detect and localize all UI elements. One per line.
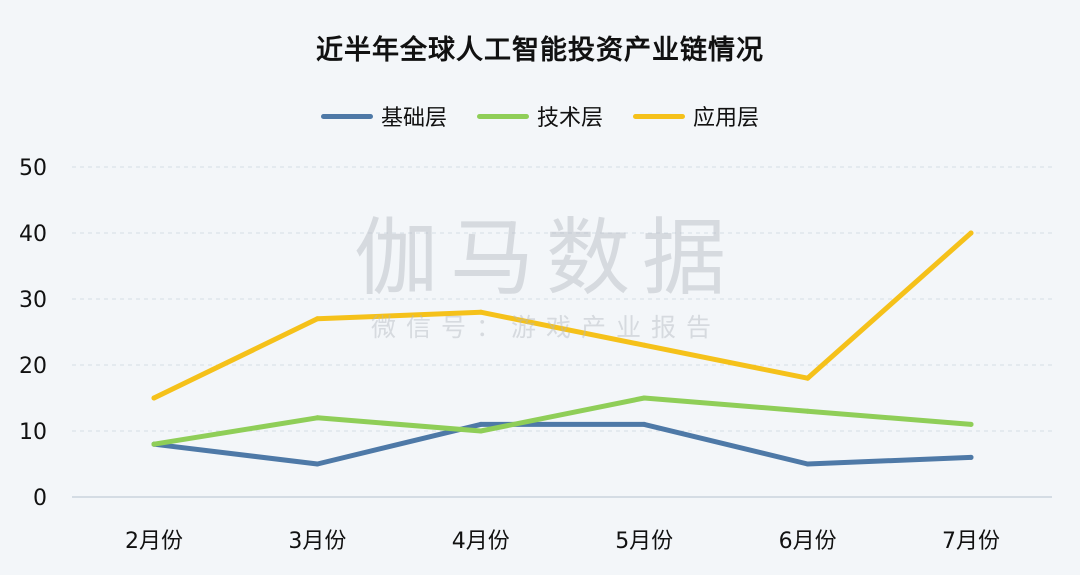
legend-item-jishuceng: 技术层 [476, 100, 603, 132]
data-point-s3-1 [151, 395, 157, 401]
series-lines [151, 230, 974, 467]
data-point-s2-5 [805, 408, 811, 414]
data-point-s2-3 [478, 428, 484, 434]
x-tick-label-2: 3月份 [288, 529, 346, 554]
data-point-s2-4 [641, 395, 647, 401]
legend: 基础层 技术层 应用层 [0, 100, 1080, 132]
data-point-s1-5 [805, 461, 811, 467]
y-tick-label-50: 50 [19, 156, 47, 181]
x-axis-tick-labels: 2月份 3月份 4月份 5月份 6月份 7月份 [125, 529, 1000, 554]
legend-swatch-jishuceng [476, 113, 529, 119]
data-point-s2-1 [151, 441, 157, 447]
data-point-s1-2 [314, 461, 320, 467]
grid-lines [72, 166, 1052, 498]
data-point-s1-6 [968, 454, 974, 460]
data-point-s1-4 [641, 421, 647, 427]
data-point-s2-6 [968, 421, 974, 427]
y-tick-label-30: 30 [19, 288, 47, 313]
series-line-1 [151, 421, 974, 467]
series-line-3 [151, 230, 974, 401]
y-axis-tick-labels: 0 10 20 30 40 50 [19, 156, 47, 511]
x-tick-label-3: 4月份 [452, 529, 510, 554]
data-point-s3-2 [314, 316, 320, 322]
x-tick-label-1: 2月份 [125, 529, 183, 554]
series-line-2 [151, 395, 974, 447]
x-tick-label-5: 6月份 [779, 529, 837, 554]
data-point-s3-6 [968, 230, 974, 236]
x-tick-label-6: 7月份 [942, 529, 1000, 554]
y-tick-label-40: 40 [19, 222, 47, 247]
data-point-s1-3 [478, 421, 484, 427]
legend-label-jishuceng: 技术层 [536, 106, 603, 131]
y-tick-label-10: 10 [19, 420, 47, 445]
chart-title: 近半年全球人工智能投资产业链情况 [316, 35, 764, 66]
x-tick-label-4: 5月份 [615, 529, 673, 554]
legend-item-yingyongceng: 应用层 [633, 100, 759, 132]
legend-swatch-yingyongceng [633, 113, 685, 119]
data-point-s2-2 [314, 415, 320, 421]
legend-label-jichuceng: 基础层 [380, 106, 447, 131]
data-point-s3-4 [641, 342, 647, 348]
legend-swatch-jichuceng [320, 113, 373, 119]
legend-item-jichuceng: 基础层 [320, 100, 447, 132]
legend-label-yingyongceng: 应用层 [693, 106, 760, 131]
y-tick-label-0: 0 [33, 486, 47, 511]
data-point-s3-5 [805, 375, 811, 381]
y-tick-label-20: 20 [19, 354, 47, 379]
data-point-s3-3 [478, 309, 484, 315]
